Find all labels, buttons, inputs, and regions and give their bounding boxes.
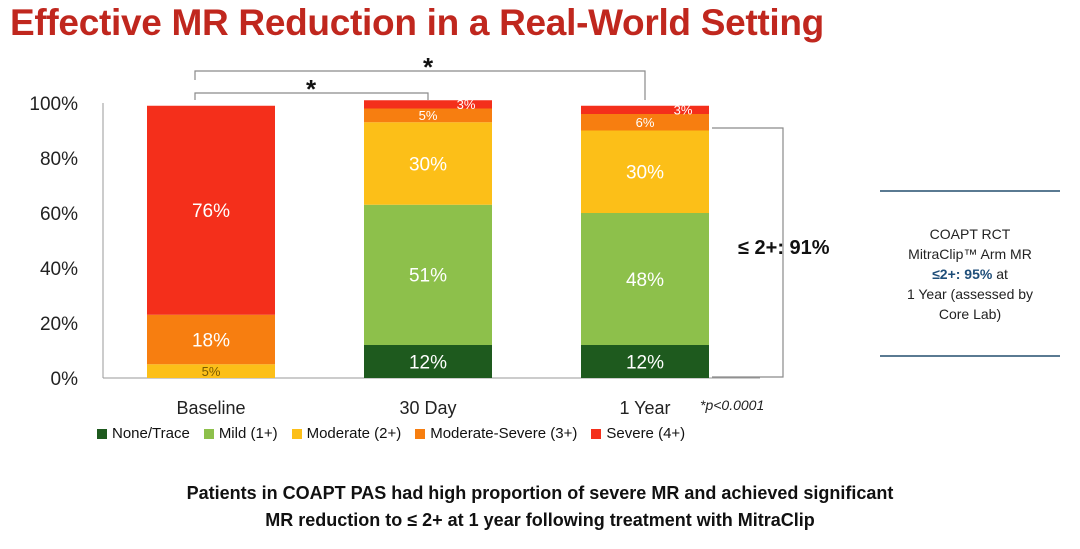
footer-summary: Patients in COAPT PAS had high proportio… xyxy=(0,480,1080,534)
legend-swatch xyxy=(203,428,214,439)
bar-data-label: 3% xyxy=(674,103,693,118)
y-tick-label: 60% xyxy=(40,204,78,225)
bar-segment xyxy=(581,105,709,114)
info-line-4: 1 Year (assessed by xyxy=(906,285,1034,302)
bar-segment xyxy=(581,345,709,378)
bar-data-label: 30% xyxy=(626,163,664,184)
bar-data-label: 12% xyxy=(409,352,447,373)
info-line-1: COAPT RCT xyxy=(929,225,1011,242)
bar-segment xyxy=(364,100,492,109)
y-tick-label: 20% xyxy=(40,314,78,335)
bar-data-label: 30% xyxy=(409,154,447,175)
bar-segment xyxy=(581,114,709,131)
bar-data-label: 12% xyxy=(626,352,664,373)
bar-segment xyxy=(364,108,492,123)
legend-item: Mild (1+) xyxy=(203,425,278,442)
legend-item: Moderate-Severe (3+) xyxy=(415,425,577,442)
bar-data-label: 18% xyxy=(192,330,230,351)
footer-line-2: MR reduction to ≤ 2+ at 1 year following… xyxy=(265,510,815,530)
bar-data-label: 6% xyxy=(636,115,655,130)
bar-data-label: 5% xyxy=(419,108,438,123)
bar-data-label: 48% xyxy=(626,270,664,291)
bar-data-label: 3% xyxy=(457,97,476,112)
bar-data-label: 5% xyxy=(202,364,221,379)
x-category-label: Baseline xyxy=(176,398,245,418)
significance-star-30day: * xyxy=(306,74,317,104)
bar-data-label: 76% xyxy=(192,201,230,222)
legend-label: Mild (1+) xyxy=(218,425,278,442)
bracket-leq2 xyxy=(712,127,784,378)
info-line-3-suffix: at xyxy=(992,265,1008,282)
x-category-label: 30 Day xyxy=(399,398,456,418)
x-category-label: 1 Year xyxy=(619,398,670,418)
bar-data-label: 51% xyxy=(409,266,447,287)
bar-segment xyxy=(147,364,275,378)
legend-swatch xyxy=(97,428,107,439)
y-tick-label: 80% xyxy=(40,149,78,170)
footer-line-1: Patients in COAPT PAS had high proportio… xyxy=(186,483,894,503)
legend-item: Moderate (2+) xyxy=(291,425,402,442)
bracket-30day xyxy=(194,92,429,100)
bar-segment xyxy=(364,122,492,205)
bar-segment xyxy=(581,213,709,345)
bar-segment xyxy=(364,204,492,345)
y-tick-label: 100% xyxy=(29,94,78,115)
bar-segment xyxy=(147,314,275,365)
legend-swatch xyxy=(591,428,602,439)
legend-label: Severe (4+) xyxy=(606,425,686,442)
info-line-5: Core Lab) xyxy=(938,305,1002,322)
info-highlight: ≤2+: 95% xyxy=(932,265,993,282)
legend-label: Moderate (2+) xyxy=(306,425,402,442)
legend-item: None/Trace xyxy=(97,425,190,442)
info-line-3: ≤2+: 95% at xyxy=(932,264,1008,284)
significance-star-1year: * xyxy=(423,52,434,82)
chart-legend: None/Trace Mild (1+) Moderate (2+) Moderate… xyxy=(97,425,685,442)
bar-segment xyxy=(147,105,275,315)
info-line-2: MitraClip™ Arm MR xyxy=(908,245,1032,262)
y-tick-label: 40% xyxy=(40,259,78,280)
page-title: Effective MR Reduction in a Real-World S… xyxy=(10,2,824,43)
legend-swatch xyxy=(291,428,302,439)
coapt-info-box: COAPT RCT MitraClip™ Arm MR ≤2+: 95% at … xyxy=(880,190,1060,357)
bracket-1year xyxy=(194,70,646,100)
bracket-leq2-label: ≤ 2+: 91% xyxy=(738,237,830,259)
legend-label: Moderate-Severe (3+) xyxy=(430,425,578,442)
y-tick-label: 0% xyxy=(51,369,79,390)
legend-item: Severe (4+) xyxy=(591,425,685,442)
bar-segment xyxy=(581,130,709,213)
legend-label: None/Trace xyxy=(112,425,190,442)
legend-swatch xyxy=(415,428,426,439)
bar-segment xyxy=(364,345,492,378)
p-value-note: *p<0.0001 xyxy=(700,397,764,413)
